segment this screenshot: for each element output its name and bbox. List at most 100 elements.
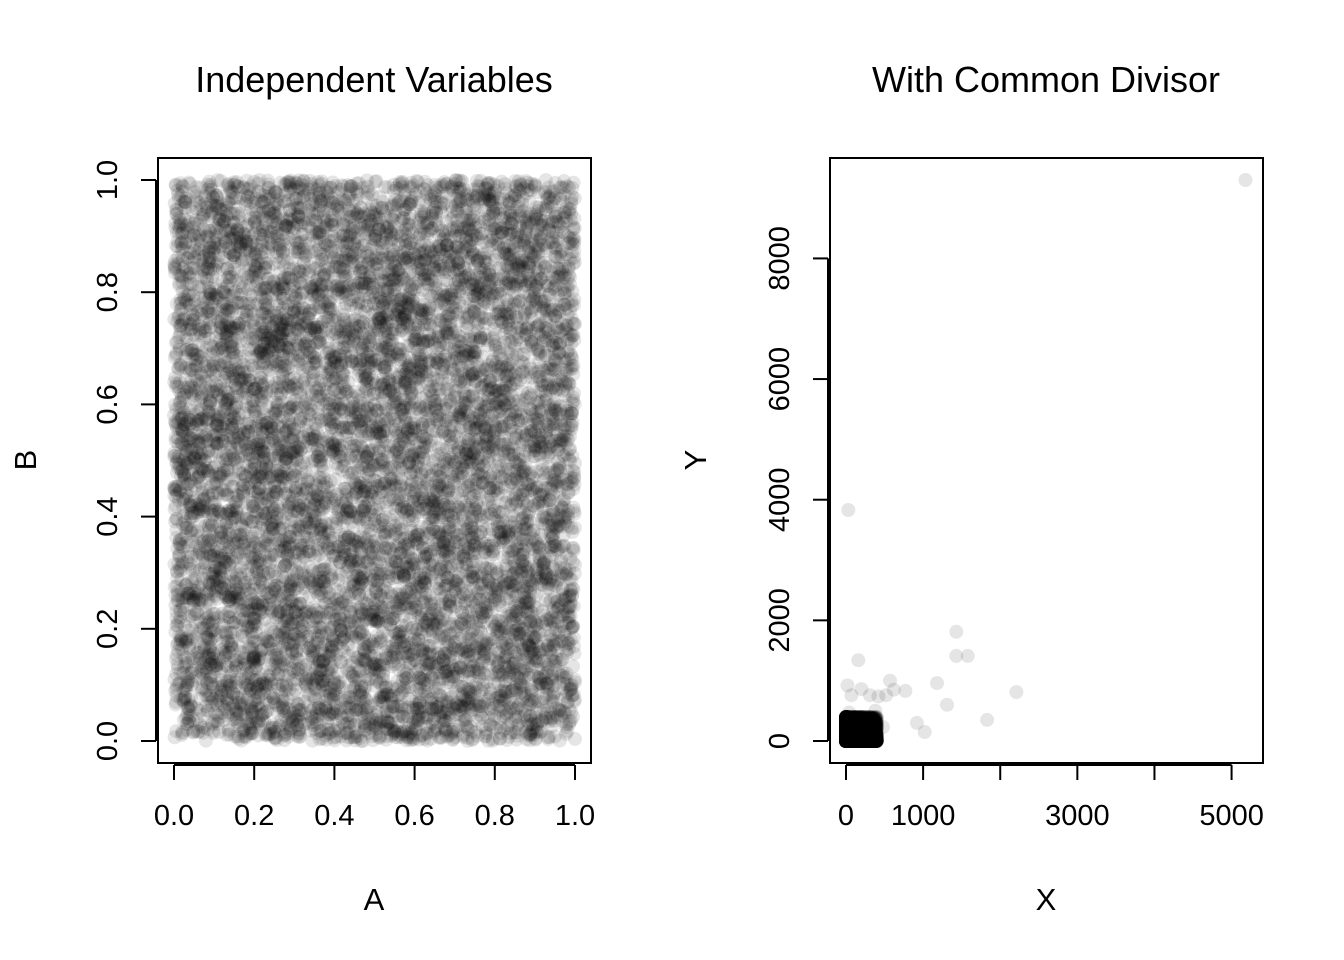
scatter-point <box>430 481 444 496</box>
scatter-point <box>357 652 372 667</box>
scatter-point <box>324 691 339 706</box>
scatter-point <box>434 365 449 380</box>
scatter-point <box>457 651 472 666</box>
scatter-point <box>229 657 244 672</box>
scatter-point <box>376 484 391 499</box>
scatter-point <box>335 269 350 284</box>
scatter-point <box>293 201 308 216</box>
scatter-point <box>519 328 534 342</box>
scatter-point <box>283 176 298 191</box>
scatter-point <box>477 294 492 309</box>
scatter-point <box>439 705 454 720</box>
scatter-point <box>384 720 399 735</box>
scatter-point <box>350 357 365 372</box>
scatter-point <box>504 420 519 435</box>
scatter-point <box>282 496 297 511</box>
scatter-point <box>346 532 361 547</box>
scatter-point <box>532 413 546 428</box>
scatter-point <box>324 245 339 260</box>
scatter-point <box>566 482 581 496</box>
scatter-point <box>390 346 405 361</box>
scatter-point <box>554 668 569 683</box>
scatter-point <box>313 611 328 625</box>
scatter-point <box>181 380 196 395</box>
scatter-point <box>414 391 429 406</box>
scatter-point <box>485 198 499 213</box>
scatter-point <box>391 228 406 243</box>
scatter-point <box>557 704 572 719</box>
scatter-point <box>444 411 459 426</box>
scatter-point <box>397 380 412 395</box>
scatter-point <box>260 336 275 351</box>
scatter-point <box>308 672 323 687</box>
scatter-point <box>455 201 470 216</box>
scatter-point <box>276 301 291 316</box>
scatter-point <box>373 563 388 577</box>
scatter-point <box>372 222 386 237</box>
scatter-point <box>245 726 260 741</box>
scatter-point <box>347 278 362 293</box>
scatter-point <box>457 396 472 410</box>
scatter-point <box>339 420 354 435</box>
scatter-point <box>303 212 318 227</box>
scatter-point <box>459 522 474 537</box>
scatter-point <box>302 338 317 353</box>
scatter-point <box>545 519 560 534</box>
scatter-point <box>406 446 421 461</box>
scatter-point <box>420 623 435 638</box>
scatter-point <box>203 313 218 327</box>
scatter-point <box>248 601 263 616</box>
scatter-point <box>354 546 369 561</box>
scatter-point <box>528 449 542 464</box>
scatter-point <box>517 328 532 343</box>
scatter-point <box>545 473 560 487</box>
scatter-point <box>333 401 348 415</box>
scatter-point <box>238 469 253 484</box>
scatter-point <box>277 296 292 311</box>
scatter-point <box>172 548 187 563</box>
scatter-point <box>411 662 426 677</box>
scatter-point <box>497 679 512 694</box>
left-y-axis-label: B <box>8 450 43 471</box>
scatter-point <box>466 335 481 350</box>
scatter-point <box>523 682 538 697</box>
scatter-point <box>253 445 268 460</box>
scatter-point <box>547 474 562 489</box>
scatter-point <box>344 618 359 633</box>
scatter-point <box>397 375 412 390</box>
scatter-point <box>303 259 318 274</box>
scatter-point <box>548 382 563 397</box>
scatter-point <box>390 304 405 319</box>
scatter-point <box>476 642 491 657</box>
scatter-point <box>300 334 314 349</box>
scatter-point <box>387 411 402 426</box>
scatter-point <box>513 672 528 686</box>
scatter-point <box>417 643 431 658</box>
scatter-point <box>448 301 463 316</box>
scatter-point <box>539 676 553 691</box>
scatter-point <box>292 498 307 513</box>
scatter-point <box>350 326 365 341</box>
scatter-point <box>541 576 556 591</box>
scatter-point <box>501 442 516 457</box>
scatter-point <box>470 178 485 193</box>
scatter-point <box>420 217 435 232</box>
scatter-point <box>503 498 518 513</box>
scatter-point <box>339 492 354 507</box>
scatter-point <box>554 692 569 707</box>
scatter-point <box>282 499 297 514</box>
scatter-point <box>428 723 443 738</box>
scatter-point <box>513 413 528 428</box>
scatter-point <box>403 521 418 535</box>
left-chart-title: Independent Variables <box>195 59 553 100</box>
scatter-point <box>247 319 262 334</box>
scatter-point <box>517 392 532 407</box>
scatter-point <box>550 479 565 494</box>
scatter-point <box>352 570 367 585</box>
scatter-point <box>387 287 402 302</box>
scatter-point <box>239 416 254 431</box>
scatter-point <box>300 472 315 487</box>
scatter-point <box>203 623 218 638</box>
scatter-point <box>266 220 281 235</box>
scatter-point <box>437 646 452 661</box>
